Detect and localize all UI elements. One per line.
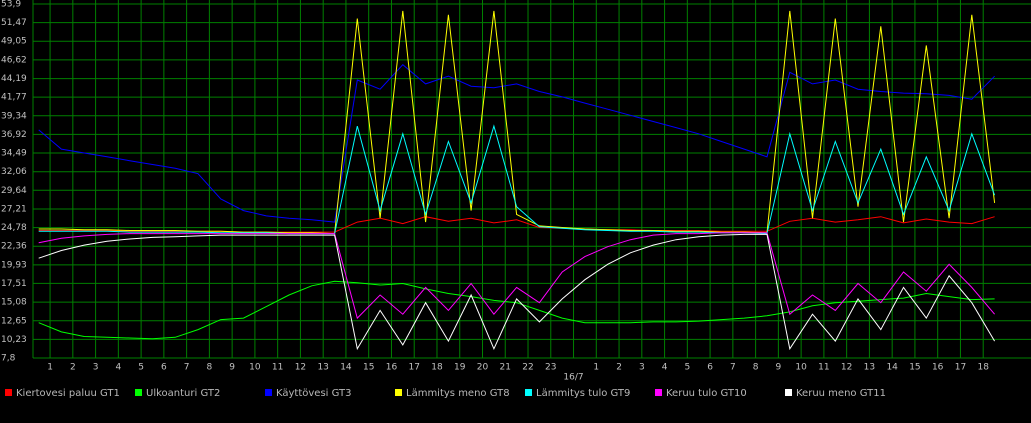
x-tick-label: 20 — [477, 363, 489, 373]
series-line — [38, 232, 995, 320]
x-tick-label: 9 — [776, 363, 782, 373]
x-tick-label: 16/7 — [563, 373, 583, 383]
x-tick-label: 11 — [272, 363, 283, 373]
x-tick-label: 23 — [545, 363, 556, 373]
x-tick-label: 14 — [340, 363, 352, 373]
legend-swatch — [135, 389, 142, 396]
x-tick-label: 18 — [977, 363, 989, 373]
y-tick-label: 39,34 — [1, 111, 27, 121]
y-tick-label: 12,65 — [1, 316, 27, 326]
legend-label: Kiertovesi paluu GT1 — [16, 388, 120, 399]
x-tick-label: 4 — [115, 363, 121, 373]
x-tick-label: 2 — [70, 363, 76, 373]
y-tick-label: 41,77 — [1, 93, 27, 103]
lines — [38, 10, 996, 351]
x-tick-label: 21 — [500, 363, 511, 373]
x-tick-label: 2 — [616, 363, 622, 373]
y-tick-label: 36,92 — [1, 130, 27, 140]
y-tick-label: 51,47 — [1, 18, 27, 28]
x-tick-label: 19 — [454, 363, 466, 373]
x-tick-label: 16 — [386, 363, 398, 373]
x-tick-label: 10 — [249, 363, 261, 373]
y-tick-label: 17,51 — [1, 279, 27, 289]
x-tick-label: 4 — [662, 363, 668, 373]
x-tick-label: 16 — [932, 363, 944, 373]
x-tick-label: 1 — [593, 363, 599, 373]
x-tick-label: 10 — [795, 363, 807, 373]
grid — [32, 0, 1031, 359]
y-tick-label: 19,93 — [1, 260, 27, 270]
x-tick-label: 6 — [707, 363, 713, 373]
y-tick-label: 34,49 — [1, 149, 27, 159]
x-tick-label: 3 — [93, 363, 99, 373]
x-tick-label: 6 — [161, 363, 167, 373]
x-tick-label: 8 — [207, 363, 213, 373]
legend-label: Keruu meno GT11 — [796, 388, 886, 399]
x-tick-label: 17 — [408, 363, 419, 373]
x-tick-label: 7 — [730, 363, 736, 373]
y-tick-label: 7,8 — [1, 354, 16, 364]
legend-label: Lämmitys meno GT8 — [406, 388, 510, 399]
legend-swatch — [395, 389, 402, 396]
y-tick-label: 32,06 — [1, 167, 27, 177]
y-tick-label: 27,21 — [1, 204, 27, 214]
legend-label: Lämmitys tulo GT9 — [536, 388, 630, 399]
x-tick-label: 12 — [841, 363, 852, 373]
series-line — [38, 216, 995, 233]
y-tick-label: 10,23 — [1, 335, 27, 345]
x-tick-label: 9 — [229, 363, 235, 373]
series-line — [38, 64, 995, 223]
y-tick-label: 29,64 — [1, 186, 27, 196]
legend-swatch — [785, 389, 792, 396]
y-tick-label: 22,36 — [1, 242, 27, 252]
legend-swatch — [525, 389, 532, 396]
y-tick-label: 53,9 — [1, 0, 21, 10]
legend-swatch — [655, 389, 662, 396]
y-tick-label: 49,05 — [1, 37, 27, 47]
legend-label: Ulkoanturi GT2 — [146, 388, 220, 399]
x-tick-label: 18 — [431, 363, 443, 373]
legend-label: Keruu tulo GT10 — [666, 388, 747, 399]
x-tick-label: 8 — [753, 363, 759, 373]
legend-swatch — [5, 389, 12, 396]
legend-swatch — [265, 389, 272, 396]
x-tick-label: 13 — [864, 363, 875, 373]
x-tick-label: 22 — [522, 363, 533, 373]
series-line — [38, 124, 996, 235]
x-tick-label: 5 — [138, 363, 144, 373]
x-tick-label: 11 — [818, 363, 829, 373]
x-tick-label: 12 — [295, 363, 306, 373]
x-tick-label: 14 — [886, 363, 898, 373]
x-tick-label: 13 — [317, 363, 328, 373]
x-tick-label: 5 — [684, 363, 690, 373]
x-tick-label: 15 — [363, 363, 374, 373]
legend: Kiertovesi paluu GT1 Ulkoanturi GT2 Käyttö… — [5, 388, 886, 399]
x-tick-label: 3 — [639, 363, 645, 373]
x-tick-label: 1 — [47, 363, 53, 373]
x-tick-label: 17 — [955, 363, 966, 373]
y-tick-label: 44,19 — [1, 74, 27, 84]
y-tick-label: 46,62 — [1, 55, 27, 65]
y-tick-label: 24,78 — [1, 223, 27, 233]
x-tick-label: 7 — [184, 363, 190, 373]
series-line — [38, 10, 996, 235]
x-tick-label: 15 — [909, 363, 920, 373]
legend-label: Käyttövesi GT3 — [276, 388, 352, 399]
series-line — [38, 233, 996, 351]
series-line — [38, 280, 995, 340]
axis-labels: 7,810,2312,6515,0817,5119,9322,3624,7827… — [1, 0, 989, 383]
y-tick-label: 15,08 — [1, 298, 27, 308]
